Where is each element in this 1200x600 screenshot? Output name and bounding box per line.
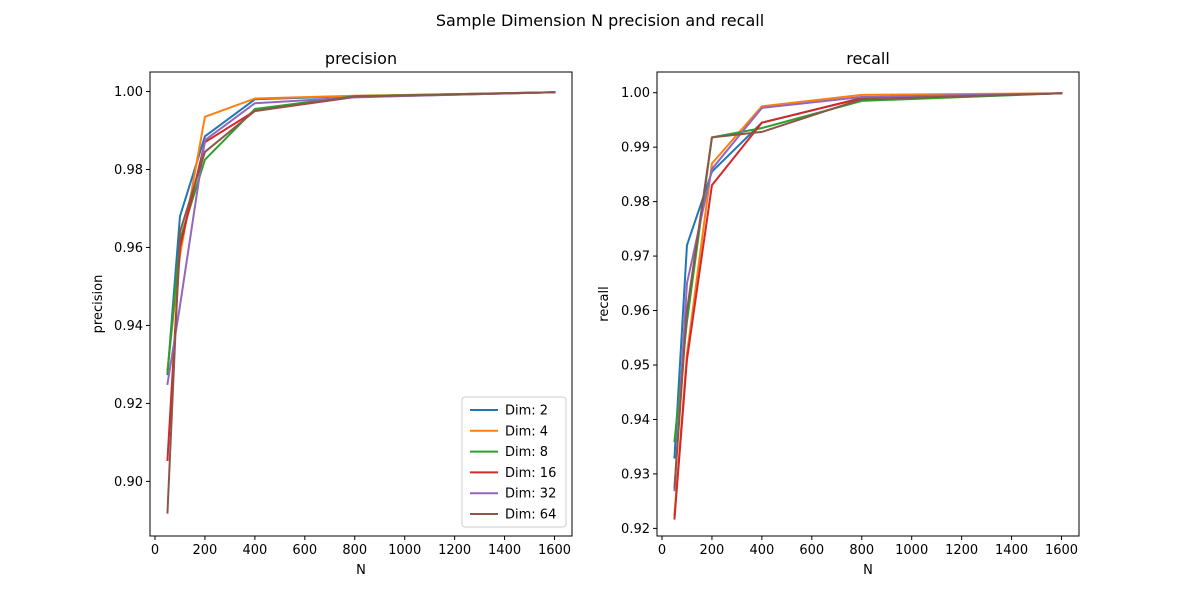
precision-legend-label: Dim: 16	[505, 466, 556, 481]
precision-series-line-dim-64	[166, 91, 556, 514]
precision-xtick-label: 0	[151, 543, 159, 558]
precision-ytick-label: 0.90	[114, 475, 143, 490]
precision-title: precision	[325, 49, 397, 68]
recall-ytick-label: 0.98	[621, 195, 650, 210]
recall-ytick-label: 0.94	[621, 413, 650, 428]
precision-ytick-label: 0.94	[114, 319, 143, 334]
recall-title: recall	[846, 49, 890, 68]
precision-xtick-label: 200	[193, 543, 218, 558]
recall-ytick-label: 0.92	[621, 522, 650, 537]
precision-legend: Dim: 2 Dim: 4 Dim: 8 Dim: 16 Dim: 32 Dim: 64	[461, 396, 567, 528]
precision-xtick-label: 1200	[438, 543, 471, 558]
precision-xtick-label: 1000	[388, 543, 421, 558]
recall-series-line-dim-64	[673, 92, 1063, 489]
precision-xlabel: N	[356, 563, 366, 578]
recall-xtick-label: 1400	[995, 543, 1028, 558]
precision-ytick-label: 0.98	[114, 163, 143, 178]
precision-xtick-label: 800	[342, 543, 367, 558]
precision-ytick-label: 0.96	[114, 241, 143, 256]
precision-legend-label: Dim: 32	[505, 487, 556, 502]
recall-ytick-label: 0.95	[621, 358, 650, 373]
precision-ytick-label: 1.00	[114, 85, 143, 100]
precision-xtick-label: 400	[242, 543, 267, 558]
recall-xtick-label: 600	[799, 543, 824, 558]
recall-ytick-label: 0.96	[621, 304, 650, 319]
precision-xtick-label: 1600	[538, 543, 571, 558]
precision-xtick-label: 600	[292, 543, 317, 558]
precision-ytick-label: 0.92	[114, 397, 143, 412]
recall-plot-frame	[656, 71, 1080, 537]
precision-legend-label: Dim: 64	[505, 508, 556, 523]
precision-xtick-label: 1400	[488, 543, 521, 558]
precision-lines	[166, 91, 556, 514]
recall-xtick-label: 1200	[945, 543, 978, 558]
recall-ylabel: recall	[597, 286, 612, 321]
recall-xlabel: N	[863, 563, 873, 578]
precision-legend-label: Dim: 2	[505, 404, 548, 419]
recall-xtick-label: 400	[749, 543, 774, 558]
recall-xtick-label: 800	[849, 543, 874, 558]
precision-legend-label: Dim: 4	[505, 424, 548, 439]
recall-ytick-label: 1.00	[621, 86, 650, 101]
recall-series-line-dim-32	[673, 92, 1063, 492]
recall-xtick-label: 1600	[1045, 543, 1078, 558]
recall-lines	[673, 92, 1063, 520]
recall-xtick-label: 0	[658, 543, 666, 558]
recall-panel: recall 0 200 400 600 800 1000 1200 1400 1600 0.9…	[597, 49, 1080, 578]
recall-xtick-label: 1000	[895, 543, 928, 558]
recall-ytick-label: 0.93	[621, 467, 650, 482]
figure-suptitle: Sample Dimension N precision and recall	[436, 11, 764, 30]
precision-panel: precision 0 200 400 600 800 1000 1200 1400 1600 …	[91, 49, 573, 578]
recall-ytick-label: 0.97	[621, 250, 650, 265]
precision-plot-frame	[149, 71, 573, 537]
precision-legend-frame	[461, 396, 567, 528]
precision-ylabel: precision	[91, 275, 106, 334]
precision-legend-label: Dim: 8	[505, 445, 548, 460]
recall-ytick-label: 0.99	[621, 141, 650, 156]
recall-xtick-label: 200	[700, 543, 725, 558]
